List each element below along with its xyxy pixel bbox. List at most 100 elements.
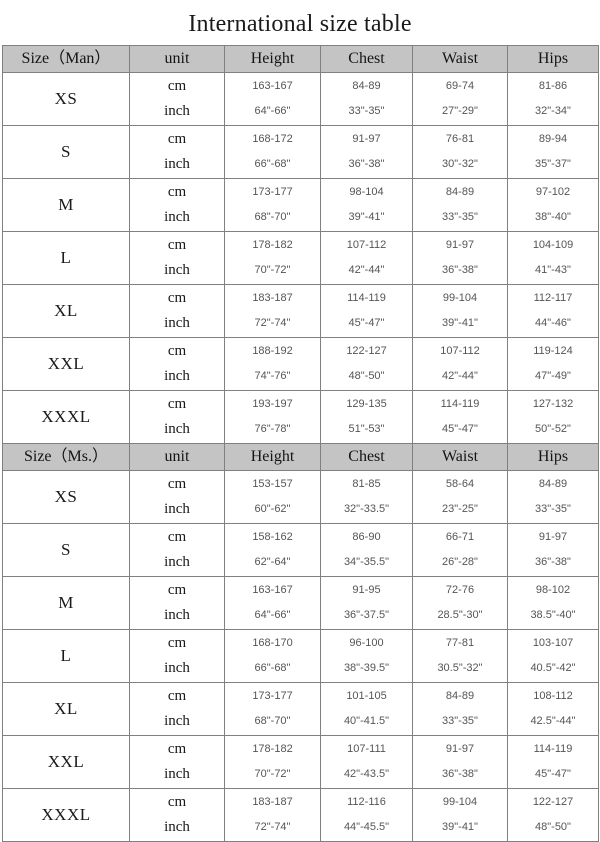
measurement-cm: 99-104 xyxy=(442,796,478,808)
measurement-cm: 76-81 xyxy=(445,133,475,145)
unit-cm-label: cm xyxy=(167,635,187,651)
unit-inch-label: inch xyxy=(164,368,190,384)
measurement-cell: 193-197 76"-78" xyxy=(224,390,321,444)
measurement-cell: 98-102 38.5"-40" xyxy=(507,576,599,630)
size-label: XXXL xyxy=(2,390,130,444)
measurement-inch: 33"-35" xyxy=(442,715,478,727)
unit-inch-label: inch xyxy=(164,262,190,278)
measurement-cm: 168-170 xyxy=(252,637,293,649)
measurement-inch: 39"-41" xyxy=(442,821,478,833)
table-header-row: Size（Ms.） unit Height Chest Waist Hips xyxy=(2,443,599,471)
measurement-inch: 36"-37.5" xyxy=(343,609,390,621)
column-header: Size（Man） xyxy=(2,45,130,73)
measurement-cm: 97-102 xyxy=(535,186,571,198)
column-header: Hips xyxy=(507,443,599,471)
measurement-cell: 163-167 64"-66" xyxy=(224,576,321,630)
column-header: Hips xyxy=(507,45,599,73)
table-row: XXL cm inch 188-192 74"-76" 122-127 48"-50" 107… xyxy=(2,337,599,391)
measurement-inch: 74"-76" xyxy=(254,370,291,382)
measurement-cm: 168-172 xyxy=(252,133,293,145)
unit-cm-label: cm xyxy=(167,794,187,810)
table-row: XS cm inch 153-157 60"-62" 81-85 32"-33.5" 58-6… xyxy=(2,470,599,524)
measurement-cm: 108-112 xyxy=(533,690,573,702)
measurement-inch: 62"-64" xyxy=(254,556,291,568)
measurement-inch: 30"-32" xyxy=(442,158,478,170)
measurement-inch: 35"-37" xyxy=(535,158,571,170)
unit-cm-label: cm xyxy=(167,237,187,253)
measurement-inch: 26"-28" xyxy=(442,556,478,568)
table-row: XS cm inch 163-167 64"-66" 84-89 33"-35" 69-74 2… xyxy=(2,72,599,126)
unit-cell: cm inch xyxy=(129,390,225,444)
measurement-cell: 77-81 30.5"-32" xyxy=(412,629,508,683)
unit-cell: cm inch xyxy=(129,125,225,179)
measurement-cell: 114-119 45"-47" xyxy=(412,390,508,444)
unit-inch-label: inch xyxy=(164,209,190,225)
unit-inch-label: inch xyxy=(164,554,190,570)
measurement-inch: 33"-35" xyxy=(348,105,385,117)
unit-inch-label: inch xyxy=(164,421,190,437)
measurement-inch: 33"-35" xyxy=(442,211,478,223)
measurement-inch: 39"-41" xyxy=(442,317,478,329)
measurement-inch: 38.5"-40" xyxy=(530,609,576,621)
measurement-cell: 72-76 28.5"-30" xyxy=(412,576,508,630)
measurement-cm: 193-197 xyxy=(252,398,293,410)
table-row: XL cm inch 183-187 72"-74" 114-119 45"-47" 99-1… xyxy=(2,284,599,338)
measurement-cell: 107-112 42"-44" xyxy=(412,337,508,391)
measurement-cm: 103-107 xyxy=(532,637,574,649)
unit-cell: cm inch xyxy=(129,682,225,736)
unit-cell: cm inch xyxy=(129,576,225,630)
measurement-cm: 81-85 xyxy=(352,478,381,490)
measurement-cm: 104-109 xyxy=(532,239,574,251)
measurement-inch: 42.5"-44" xyxy=(530,715,576,727)
measurement-cm: 183-187 xyxy=(252,796,293,808)
measurement-cell: 114-119 45"-47" xyxy=(507,735,599,789)
unit-cm-label: cm xyxy=(167,582,187,598)
measurement-cell: 84-89 33"-35" xyxy=(320,72,413,126)
measurement-cell: 81-86 32"-34" xyxy=(507,72,599,126)
measurement-cell: 91-97 36"-38" xyxy=(412,231,508,285)
measurement-inch: 68"-70" xyxy=(254,211,291,223)
unit-cell: cm inch xyxy=(129,788,225,842)
column-header: unit xyxy=(129,443,225,471)
measurement-cm: 84-89 xyxy=(538,478,568,490)
measurement-inch: 44"-46" xyxy=(535,317,571,329)
measurement-inch: 48"-50" xyxy=(348,370,385,382)
column-header: unit xyxy=(129,45,225,73)
measurement-inch: 44"-45.5" xyxy=(343,821,390,833)
unit-cm-label: cm xyxy=(167,688,187,704)
measurement-cell: 112-116 44"-45.5" xyxy=(320,788,413,842)
measurement-inch: 42"-43.5" xyxy=(343,768,390,780)
measurement-cm: 153-157 xyxy=(252,478,293,490)
measurement-inch: 66"-68" xyxy=(254,158,291,170)
measurement-cm: 112-116 xyxy=(347,796,386,808)
measurement-cm: 107-112 xyxy=(346,239,387,251)
table-row: XXXL cm inch 193-197 76"-78" 129-135 51"-53" 11… xyxy=(2,390,599,444)
measurement-inch: 45"-47" xyxy=(348,317,385,329)
unit-inch-label: inch xyxy=(164,501,190,517)
measurement-inch: 41"-43" xyxy=(535,264,571,276)
measurement-cm: 91-97 xyxy=(445,743,475,755)
unit-cm-label: cm xyxy=(167,343,187,359)
measurement-inch: 66"-68" xyxy=(254,662,291,674)
measurement-cm: 178-182 xyxy=(252,743,293,755)
unit-cm-label: cm xyxy=(167,529,187,545)
measurement-inch: 64"-66" xyxy=(254,609,291,621)
size-label: M xyxy=(2,178,130,232)
unit-cm-label: cm xyxy=(167,476,187,492)
unit-cell: cm inch xyxy=(129,629,225,683)
measurement-cm: 84-89 xyxy=(445,690,475,702)
measurement-cm: 158-162 xyxy=(252,531,293,543)
unit-inch-label: inch xyxy=(164,660,190,676)
measurement-inch: 36"-38" xyxy=(535,556,571,568)
measurement-cell: 122-127 48"-50" xyxy=(320,337,413,391)
measurement-cell: 89-94 35"-37" xyxy=(507,125,599,179)
measurement-cell: 99-104 39"-41" xyxy=(412,284,508,338)
measurement-inch: 42"-44" xyxy=(348,264,385,276)
column-header: Size（Ms.） xyxy=(2,443,130,471)
measurement-inch: 28.5"-30" xyxy=(437,609,483,621)
measurement-inch: 40.5"-42" xyxy=(530,662,576,674)
measurement-cm: 183-187 xyxy=(252,292,293,304)
